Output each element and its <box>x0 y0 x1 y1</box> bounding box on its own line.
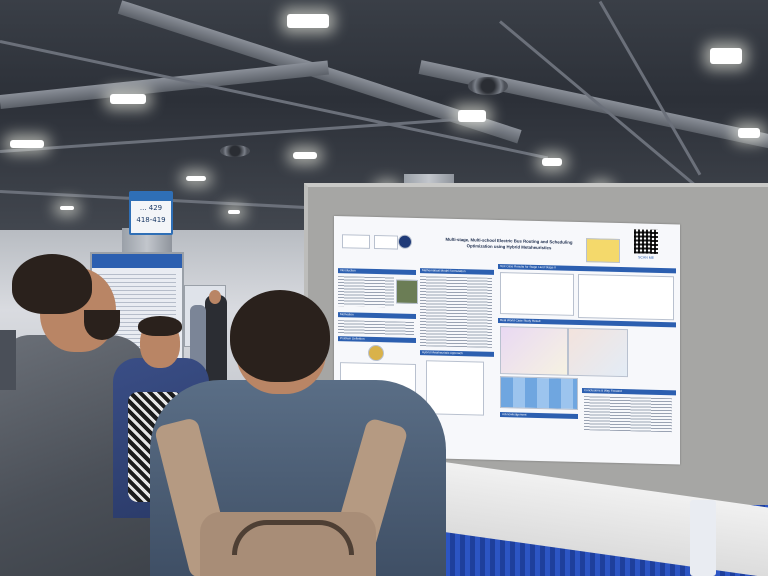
booth-number-line: 418-419 <box>136 216 166 224</box>
ceiling-light <box>60 206 74 210</box>
person-backpack-hair <box>230 290 330 382</box>
poster-section-header: Mathematical Model Formulation <box>420 268 494 275</box>
poster-results-table <box>500 376 578 410</box>
poster-equations <box>420 276 492 348</box>
ceiling-light <box>458 110 486 122</box>
booth-number-sign: ... 429 418-419 <box>129 191 173 235</box>
qr-caption: SCAN ME <box>638 255 654 260</box>
ceiling-light <box>110 94 146 104</box>
distant-person <box>190 305 206 375</box>
poster-section-header: Problem Definition <box>338 336 416 344</box>
poster-section-header: Introduction <box>338 268 416 276</box>
poster-section-header: Hybrid Metaheuristic Approach <box>420 350 494 357</box>
ceiling-vent <box>468 77 508 95</box>
ceiling-light <box>186 176 206 181</box>
ceiling-light <box>10 140 44 148</box>
poster-section-header: Motivation <box>338 312 416 320</box>
sponsor-logo <box>374 234 398 250</box>
poster-photo <box>396 279 418 305</box>
poster-result-graph <box>500 272 574 316</box>
university-logo <box>342 234 370 249</box>
poster-title: Multi-stage, Multi-school Electric Bus R… <box>424 236 594 252</box>
ceiling-light <box>293 152 317 159</box>
ceiling-vent <box>220 145 250 157</box>
poster-map <box>500 326 568 376</box>
poster-emblem <box>368 344 384 362</box>
qr-code <box>634 229 658 254</box>
person-navy-blazer-hair <box>138 316 182 336</box>
poster-flowchart <box>426 360 484 416</box>
ceiling-light <box>228 210 240 214</box>
person-grey-suit-beard <box>84 310 120 340</box>
ceiling-light <box>287 14 329 28</box>
poster-section-header: Acknowledgement <box>500 412 578 419</box>
school-bus-image <box>586 238 620 263</box>
poster-text-block <box>584 396 672 433</box>
poster-section-header: Conclusions & Way Forward <box>582 388 676 396</box>
water-bottle <box>690 500 716 576</box>
person-partial <box>0 330 16 390</box>
distant-person-head <box>209 290 221 304</box>
booth-number-line: ... 429 <box>139 204 163 212</box>
poster-result-graph <box>578 273 674 321</box>
ceiling-light <box>710 48 742 64</box>
seal-logo <box>398 234 412 249</box>
backpack-handle <box>232 520 354 555</box>
ceiling-light <box>738 128 760 138</box>
person-grey-suit-hair <box>12 254 92 314</box>
distant-person <box>205 295 227 385</box>
ceiling-light <box>542 158 562 166</box>
poster-text-block <box>338 320 414 336</box>
poster-map <box>568 327 628 378</box>
poster-text-block <box>338 276 394 308</box>
